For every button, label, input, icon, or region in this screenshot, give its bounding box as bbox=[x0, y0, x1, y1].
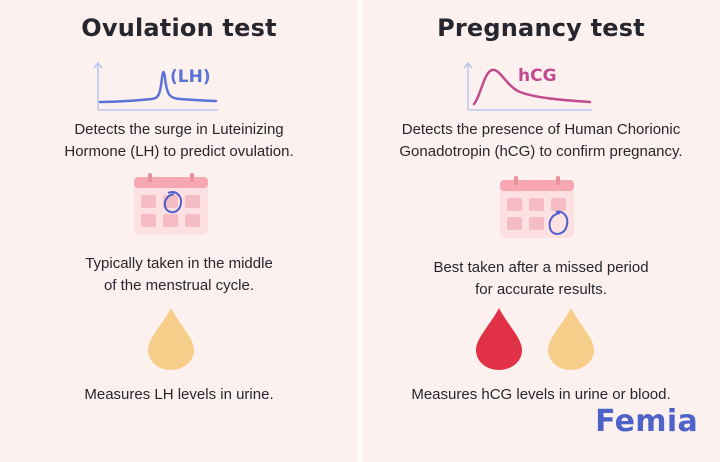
pregnancy-measure: Measures hCG levels in urine or blood. bbox=[411, 386, 671, 403]
lh-surge-graph-icon: (LH) bbox=[93, 61, 218, 111]
urine-drop-icon bbox=[148, 308, 194, 370]
lh-label: (LH) bbox=[170, 67, 211, 87]
pregnancy-timing: Best taken after a missed period for acc… bbox=[362, 257, 720, 301]
pregnancy-description: Detects the presence of Human Chorionic … bbox=[362, 119, 720, 163]
pregnancy-timing-line-2: for accurate results. bbox=[475, 281, 607, 298]
urine-drop-icon bbox=[548, 308, 594, 370]
hcg-label: hCG bbox=[518, 66, 557, 86]
pregnancy-description-line-2: Gonadotropin (hCG) to confirm pregnancy. bbox=[399, 143, 683, 160]
ovulation-test-panel: Ovulation test (LH) Detects the surge in… bbox=[0, 0, 358, 462]
pregnancy-timing-line-1: Best taken after a missed period bbox=[433, 259, 649, 276]
calendar-icon bbox=[134, 173, 208, 235]
ovulation-timing-line-1: Typically taken in the middle bbox=[85, 255, 273, 272]
pregnancy-test-title: Pregnancy test bbox=[437, 14, 645, 42]
ovulation-measure: Measures LH levels in urine. bbox=[84, 386, 274, 403]
ovulation-timing-line-2: of the menstrual cycle. bbox=[103, 277, 255, 294]
femia-logo: Femia bbox=[595, 404, 698, 439]
ovulation-test-title: Ovulation test bbox=[81, 14, 277, 42]
pregnancy-test-panel: Pregnancy test hCG Detects the presence … bbox=[362, 0, 720, 462]
blood-drop-icon bbox=[476, 308, 522, 370]
ovulation-description: Detects the surge in Luteinizing Hormone… bbox=[0, 119, 358, 163]
ovulation-description-line-2: Hormone (LH) to predict ovulation. bbox=[64, 143, 294, 160]
calendar-icon bbox=[500, 176, 574, 238]
ovulation-timing: Typically taken in the middle of the men… bbox=[0, 253, 358, 297]
hcg-curve-graph-icon: hCG bbox=[463, 61, 592, 111]
pregnancy-description-line-1: Detects the presence of Human Chorionic bbox=[401, 121, 681, 138]
ovulation-description-line-1: Detects the surge in Luteinizing bbox=[74, 121, 284, 138]
